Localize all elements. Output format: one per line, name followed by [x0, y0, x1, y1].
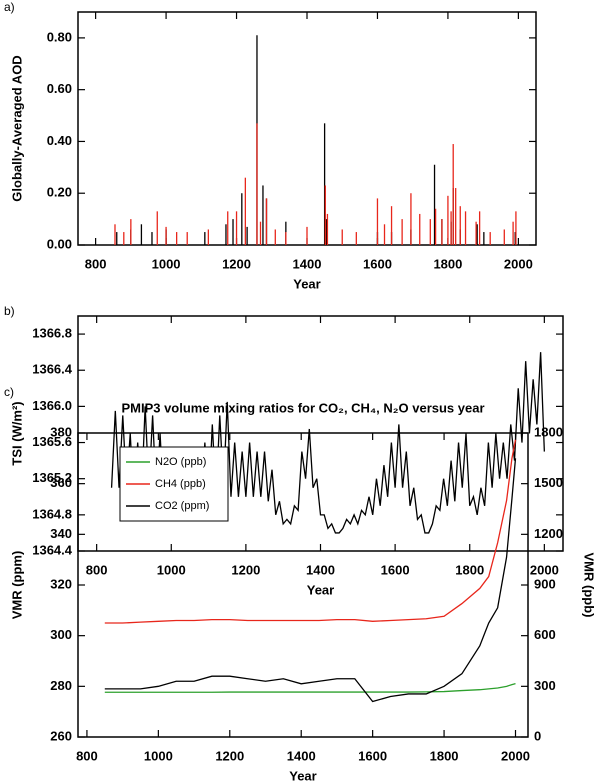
y-tick-label: 340 — [50, 526, 72, 541]
x-tick-label: 2000 — [504, 256, 533, 271]
y2-tick-label: 1800 — [534, 424, 563, 439]
series-line — [104, 439, 517, 624]
y-tick-label: 260 — [50, 728, 72, 743]
y2-tick-label: 0 — [534, 728, 541, 743]
y-tick-label: 1366.0 — [32, 398, 72, 413]
panel: 800 1000 1200 1400 1600 1800 2000 1364.4 1364.8 1… — [4, 304, 564, 597]
y-tick-label: 0.20 — [47, 185, 72, 200]
x-tick-label: 1000 — [144, 748, 173, 763]
y-tick-label: 1365.6 — [32, 434, 72, 449]
x-tick-label: 1800 — [455, 562, 484, 577]
series-line — [104, 458, 517, 703]
x-tick-label: 1600 — [363, 256, 392, 271]
x-tick-label: 1200 — [222, 256, 251, 271]
x-tick-label: 2000 — [501, 748, 530, 763]
legend-label: CH4 (ppb) — [155, 478, 206, 490]
x-axis-label: Year — [293, 276, 320, 291]
panel: 800 1000 1200 1400 1600 1800 2000 260 280 300 320 3… — [4, 385, 597, 783]
x-tick-label: 800 — [76, 748, 98, 763]
y-tick-label: 0.00 — [47, 236, 72, 251]
y-tick-label: 1365.2 — [32, 470, 72, 485]
y2-tick-label: 1500 — [534, 475, 563, 490]
plot-frame — [77, 11, 537, 246]
y2-tick-label: 600 — [534, 627, 556, 642]
series-line — [104, 683, 516, 693]
x-tick-label: 1200 — [231, 562, 260, 577]
panel-label: a) — [4, 0, 15, 14]
x-tick-label: 1600 — [358, 748, 387, 763]
y2-tick-label: 1200 — [534, 526, 563, 541]
y-tick-label: 360 — [50, 475, 72, 490]
x-tick-label: 1400 — [287, 748, 316, 763]
y-tick-label: 1364.4 — [32, 542, 73, 557]
y-tick-label: 380 — [50, 424, 72, 439]
panel-label: b) — [4, 304, 15, 318]
chart-title: PMIP3 volume mixing ratios for CO₂, CH₄,… — [121, 400, 484, 415]
x-tick-label: 1800 — [430, 748, 459, 763]
x-tick-label: 1400 — [293, 256, 322, 271]
y-tick-label: 1364.8 — [32, 506, 72, 521]
x-tick-label: 1000 — [152, 256, 181, 271]
y-tick-label: 320 — [50, 576, 72, 591]
x-tick-label: 1400 — [306, 562, 335, 577]
panel-label: c) — [4, 385, 14, 399]
y-tick-label: 300 — [50, 627, 72, 642]
y-axis-label: Globally-Averaged AOD — [9, 55, 24, 201]
y2-tick-label: 900 — [534, 576, 556, 591]
legend: N2O (ppb) CH4 (ppb) CO2 (ppm) — [119, 446, 229, 522]
y2-tick-label: 300 — [534, 678, 556, 693]
legend-label: N2O (ppb) — [155, 456, 206, 468]
x-tick-label: 800 — [85, 256, 107, 271]
y-tick-label: 0.60 — [47, 81, 72, 96]
legend-label: CO2 (ppm) — [155, 500, 209, 512]
x-tick-label: 2000 — [530, 562, 559, 577]
x-tick-label: 1800 — [433, 256, 462, 271]
y-tick-label: 0.80 — [47, 29, 72, 44]
y-tick-label: 1366.4 — [32, 362, 73, 377]
x-tick-label: 800 — [86, 562, 108, 577]
y-tick-label: 0.40 — [47, 133, 72, 148]
x-tick-label: 1200 — [215, 748, 244, 763]
y-tick-label: 280 — [50, 678, 72, 693]
x-tick-label: 1000 — [157, 562, 186, 577]
x-tick-label: 1600 — [381, 562, 410, 577]
y2-axis-label: VMR (ppb) — [582, 553, 597, 618]
x-axis-label: Year — [307, 582, 334, 597]
y-axis-label: TSI (W/m²) — [9, 401, 24, 465]
y-axis-label: VMR (ppm) — [9, 551, 24, 620]
x-axis-label: Year — [289, 768, 316, 783]
panel: 800 1000 1200 1400 1600 1800 2000 0.00 0.20 0.40 0… — [4, 0, 537, 291]
y-tick-label: 1366.8 — [32, 326, 72, 341]
